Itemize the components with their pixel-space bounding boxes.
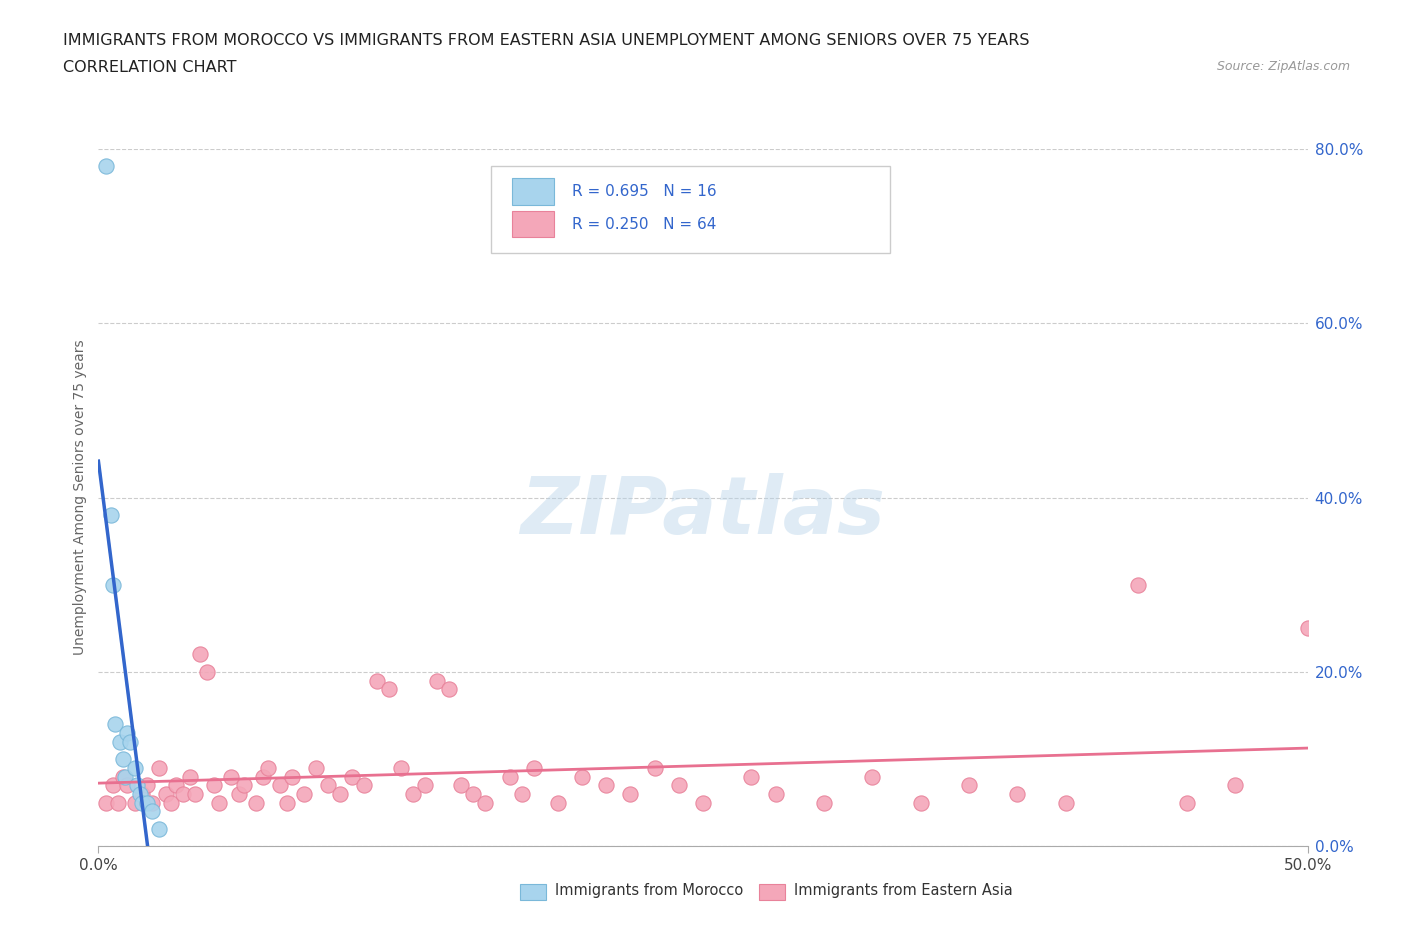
Point: [595, 777, 617, 792]
Point: [910, 795, 932, 810]
Point: [305, 761, 328, 776]
FancyBboxPatch shape: [492, 166, 890, 254]
Point: [232, 777, 254, 792]
Point: [160, 795, 183, 810]
Text: Source: ZipAtlas.com: Source: ZipAtlas.com: [1216, 60, 1350, 73]
Point: [329, 787, 352, 802]
Point: [101, 578, 124, 592]
Point: [172, 787, 194, 802]
Point: [342, 769, 364, 784]
Point: [450, 777, 472, 792]
Point: [117, 725, 139, 740]
Text: Immigrants from Morocco: Immigrants from Morocco: [555, 883, 744, 897]
Point: [204, 777, 226, 792]
Point: [644, 761, 666, 776]
Point: [1175, 795, 1198, 810]
Point: [155, 787, 177, 802]
Point: [179, 769, 201, 784]
Point: [141, 795, 163, 810]
Point: [353, 777, 375, 792]
Text: IMMIGRANTS FROM MOROCCO VS IMMIGRANTS FROM EASTERN ASIA UNEMPLOYMENT AMONG SENIO: IMMIGRANTS FROM MOROCCO VS IMMIGRANTS FR…: [63, 33, 1029, 47]
Point: [413, 777, 436, 792]
Point: [463, 787, 485, 802]
Point: [510, 787, 533, 802]
Point: [256, 761, 278, 776]
Point: [860, 769, 883, 784]
Point: [692, 795, 714, 810]
Point: [111, 751, 134, 766]
Point: [619, 787, 641, 802]
Point: [547, 795, 569, 810]
Point: [131, 787, 153, 802]
Point: [221, 769, 243, 784]
Point: [118, 735, 141, 750]
Point: [108, 735, 131, 750]
Point: [188, 647, 211, 662]
Point: [957, 777, 980, 792]
Point: [765, 787, 787, 802]
Point: [813, 795, 835, 810]
Point: [128, 787, 150, 802]
Point: [111, 769, 134, 784]
Text: R = 0.695   N = 16: R = 0.695 N = 16: [572, 184, 717, 199]
Point: [474, 795, 496, 810]
Bar: [512, 179, 554, 205]
Point: [1296, 621, 1319, 636]
Point: [377, 682, 399, 697]
Point: [1223, 777, 1246, 792]
Point: [94, 795, 117, 810]
Point: [571, 769, 593, 784]
Y-axis label: Unemployment Among Seniors over 75 years: Unemployment Among Seniors over 75 years: [73, 339, 87, 656]
Point: [389, 761, 412, 776]
Point: [148, 761, 170, 776]
Point: [228, 787, 250, 802]
Point: [281, 769, 304, 784]
Point: [252, 769, 274, 784]
Point: [740, 769, 762, 784]
Point: [195, 665, 218, 680]
Point: [316, 777, 339, 792]
Point: [523, 761, 546, 776]
Point: [101, 777, 124, 792]
Text: ZIPatlas: ZIPatlas: [520, 472, 886, 551]
Point: [114, 769, 136, 784]
Point: [135, 795, 157, 810]
Point: [208, 795, 231, 810]
Text: R = 0.250   N = 64: R = 0.250 N = 64: [572, 217, 717, 232]
Point: [135, 777, 157, 792]
Point: [1128, 578, 1150, 592]
Text: Immigrants from Eastern Asia: Immigrants from Eastern Asia: [794, 883, 1014, 897]
Point: [668, 777, 690, 792]
Point: [127, 777, 149, 792]
Point: [124, 795, 146, 810]
Point: [292, 787, 315, 802]
Point: [184, 787, 207, 802]
Text: CORRELATION CHART: CORRELATION CHART: [63, 60, 236, 75]
Point: [366, 673, 388, 688]
Point: [165, 777, 187, 792]
Point: [1007, 787, 1029, 802]
Point: [148, 821, 170, 836]
Point: [1054, 795, 1077, 810]
Point: [437, 682, 460, 697]
Point: [498, 769, 520, 784]
Point: [402, 787, 425, 802]
Point: [269, 777, 291, 792]
Point: [141, 804, 163, 819]
Point: [94, 159, 117, 174]
Point: [131, 795, 153, 810]
Point: [107, 795, 129, 810]
Point: [100, 508, 122, 523]
Point: [117, 777, 139, 792]
Point: [276, 795, 298, 810]
Point: [124, 761, 146, 776]
Point: [245, 795, 267, 810]
Point: [426, 673, 449, 688]
Point: [104, 717, 127, 732]
Bar: [512, 211, 554, 237]
